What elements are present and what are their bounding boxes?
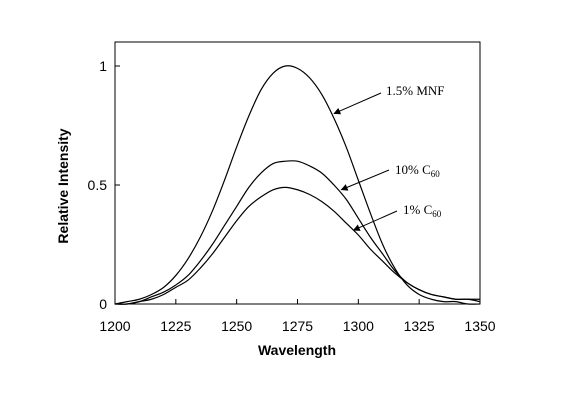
x-tick-label: 1275 xyxy=(282,318,313,334)
series-group xyxy=(114,65,481,305)
x-tick-label: 1350 xyxy=(464,318,495,334)
x-tick-label: 1200 xyxy=(99,318,130,334)
x-axis-ticks: 1200 1225 1250 1275 1300 1325 1350 xyxy=(99,299,496,334)
y-tick-label: 1 xyxy=(99,58,107,74)
annotation-subscript: 60 xyxy=(431,169,441,179)
annotation-label-2: 10% C60 xyxy=(395,162,440,179)
annotation-label-3: 1% C60 xyxy=(403,202,442,219)
series-line-1 xyxy=(114,65,481,305)
x-axis-title: Wavelength xyxy=(258,342,336,358)
y-tick-label: 0.5 xyxy=(88,177,108,193)
annotation-text: 10% C xyxy=(395,162,431,177)
x-tick-label: 1325 xyxy=(404,318,435,334)
x-tick-label: 1225 xyxy=(160,318,191,334)
y-tick-label: 0 xyxy=(99,296,107,312)
annotation-label-1: 1.5% MNF xyxy=(386,83,445,98)
annotation-text: 1% C xyxy=(403,202,432,217)
x-tick-label: 1300 xyxy=(343,318,374,334)
y-axis-title: Relative Intensity xyxy=(55,128,71,243)
x-tick-label: 1250 xyxy=(221,318,252,334)
annotation-arrow-3 xyxy=(352,210,398,231)
series-line-3 xyxy=(114,186,481,305)
annotation-arrow-1 xyxy=(333,92,382,115)
annotation-subscript: 60 xyxy=(432,209,442,219)
annotation-text: 1.5% MNF xyxy=(386,83,445,98)
annotation-arrow-2 xyxy=(340,169,390,191)
